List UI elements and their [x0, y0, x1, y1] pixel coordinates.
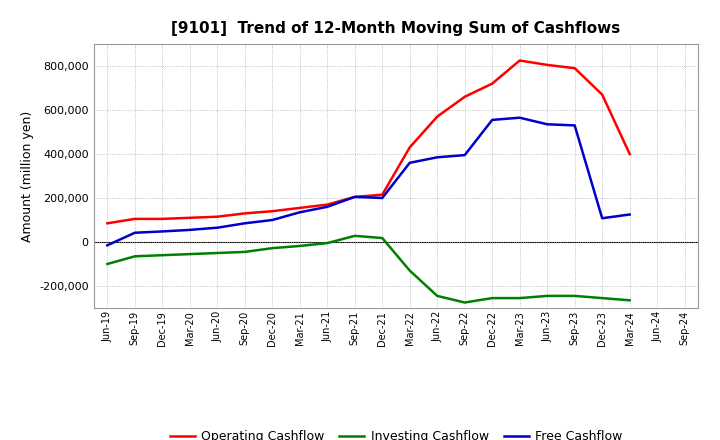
Free Cashflow: [598, 216, 606, 221]
Operating Cashflow: [516, 58, 524, 63]
Investing Cashflow: [103, 261, 112, 267]
Operating Cashflow: [598, 92, 606, 97]
Operating Cashflow: [295, 205, 304, 210]
Operating Cashflow: [351, 194, 359, 200]
Investing Cashflow: [186, 252, 194, 257]
Operating Cashflow: [268, 209, 276, 214]
Investing Cashflow: [295, 243, 304, 249]
Investing Cashflow: [130, 253, 139, 259]
Operating Cashflow: [158, 216, 166, 222]
Line: Operating Cashflow: Operating Cashflow: [107, 61, 630, 224]
Legend: Operating Cashflow, Investing Cashflow, Free Cashflow: Operating Cashflow, Investing Cashflow, …: [165, 425, 627, 440]
Investing Cashflow: [158, 253, 166, 258]
Free Cashflow: [570, 123, 579, 128]
Free Cashflow: [130, 230, 139, 235]
Free Cashflow: [488, 117, 497, 122]
Operating Cashflow: [433, 114, 441, 119]
Operating Cashflow: [213, 214, 222, 220]
Operating Cashflow: [570, 66, 579, 71]
Operating Cashflow: [626, 151, 634, 157]
Free Cashflow: [213, 225, 222, 231]
Free Cashflow: [543, 121, 552, 127]
Investing Cashflow: [488, 296, 497, 301]
Free Cashflow: [268, 217, 276, 223]
Investing Cashflow: [516, 296, 524, 301]
Investing Cashflow: [543, 293, 552, 299]
Free Cashflow: [158, 229, 166, 234]
Investing Cashflow: [405, 268, 414, 273]
Title: [9101]  Trend of 12-Month Moving Sum of Cashflows: [9101] Trend of 12-Month Moving Sum of C…: [171, 21, 621, 36]
Investing Cashflow: [323, 240, 332, 246]
Free Cashflow: [323, 204, 332, 209]
Free Cashflow: [295, 210, 304, 215]
Operating Cashflow: [460, 94, 469, 99]
Investing Cashflow: [460, 300, 469, 305]
Investing Cashflow: [240, 249, 249, 254]
Free Cashflow: [103, 243, 112, 248]
Line: Free Cashflow: Free Cashflow: [107, 117, 630, 246]
Operating Cashflow: [240, 211, 249, 216]
Free Cashflow: [240, 221, 249, 226]
Operating Cashflow: [405, 145, 414, 150]
Y-axis label: Amount (million yen): Amount (million yen): [21, 110, 34, 242]
Operating Cashflow: [378, 192, 387, 197]
Line: Investing Cashflow: Investing Cashflow: [107, 236, 630, 303]
Investing Cashflow: [626, 298, 634, 303]
Operating Cashflow: [488, 81, 497, 86]
Investing Cashflow: [213, 250, 222, 256]
Investing Cashflow: [598, 296, 606, 301]
Free Cashflow: [433, 154, 441, 160]
Operating Cashflow: [323, 202, 332, 207]
Operating Cashflow: [103, 221, 112, 226]
Investing Cashflow: [351, 233, 359, 238]
Free Cashflow: [351, 194, 359, 200]
Free Cashflow: [516, 115, 524, 120]
Investing Cashflow: [433, 293, 441, 299]
Investing Cashflow: [570, 293, 579, 299]
Free Cashflow: [460, 152, 469, 158]
Investing Cashflow: [268, 246, 276, 251]
Free Cashflow: [405, 160, 414, 165]
Operating Cashflow: [186, 215, 194, 220]
Investing Cashflow: [378, 235, 387, 241]
Free Cashflow: [626, 212, 634, 217]
Free Cashflow: [378, 195, 387, 201]
Free Cashflow: [186, 227, 194, 232]
Operating Cashflow: [543, 62, 552, 67]
Operating Cashflow: [130, 216, 139, 222]
